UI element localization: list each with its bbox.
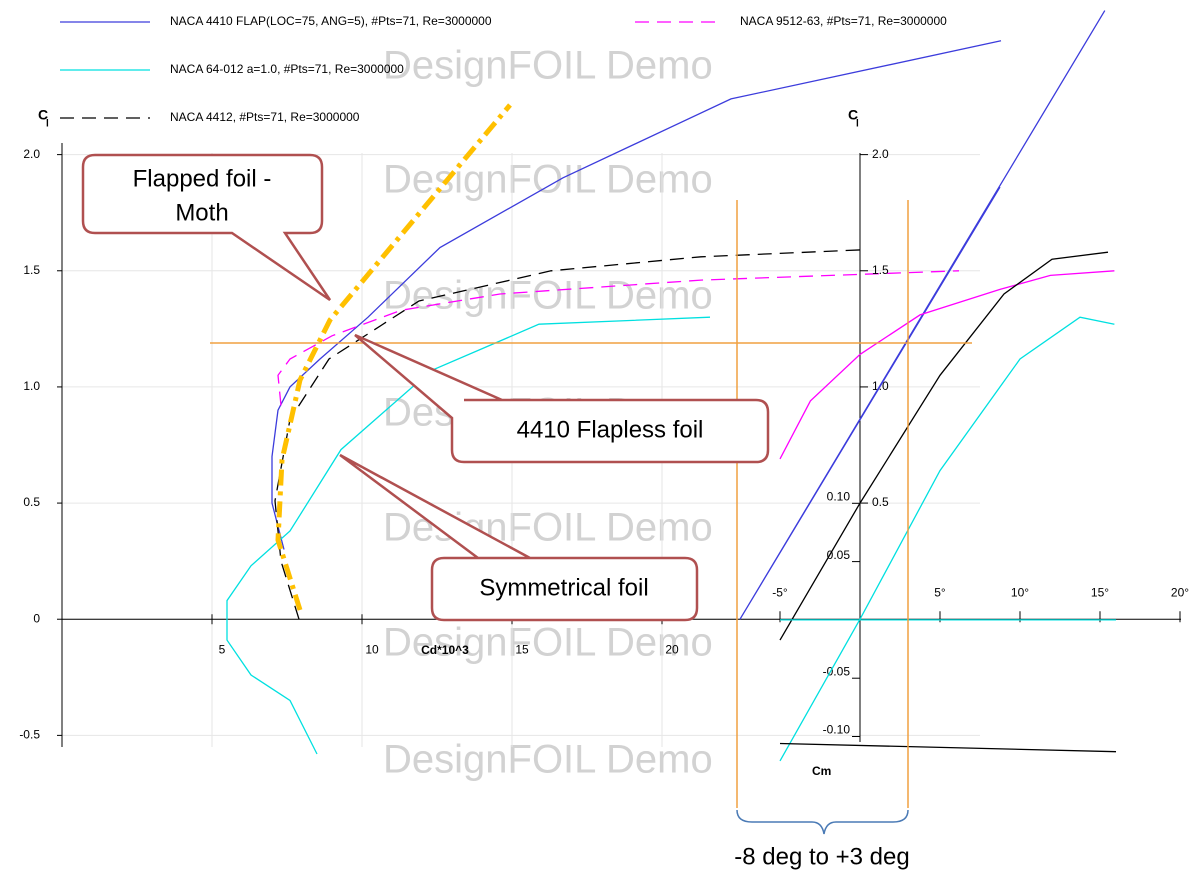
plot-area: -0.5 0 0.5 1.0 1.5 2.0 5 10 15 20 Cd*10^3 Cl NACA 44… bbox=[19, 10, 1189, 778]
callout-box bbox=[354, 333, 770, 464]
range-brace bbox=[736, 809, 909, 835]
y-tick-label: 2.0 bbox=[23, 147, 40, 161]
callout-box bbox=[339, 453, 699, 622]
y2-tick-label: -0.05 bbox=[823, 664, 851, 678]
watermark: DesignFOIL Demo bbox=[383, 274, 713, 318]
callout-text: Moth bbox=[175, 199, 228, 226]
x-tick-label: 10° bbox=[1011, 585, 1029, 599]
y2-tick-label: 0.10 bbox=[827, 489, 851, 503]
y-axis-label-sub: l bbox=[856, 119, 859, 130]
y-tick-label: 1.5 bbox=[872, 263, 889, 277]
y2-axis-label: Cm bbox=[812, 764, 831, 778]
callout-text: 4410 Flapless foil bbox=[517, 416, 704, 443]
x-tick-label: 5 bbox=[219, 642, 226, 656]
data-line bbox=[779, 742, 1117, 753]
data-line bbox=[274, 249, 861, 620]
y-tick-label: 1.0 bbox=[23, 379, 40, 393]
data-line bbox=[779, 251, 1109, 641]
x-tick-label: 20° bbox=[1171, 585, 1189, 599]
watermark: DesignFOIL Demo bbox=[383, 621, 713, 665]
data-line bbox=[779, 270, 1115, 460]
y-axis-label: C bbox=[38, 107, 48, 123]
data-line bbox=[277, 270, 960, 406]
watermark: DesignFOIL Demo bbox=[383, 44, 713, 88]
y-tick-label: 0 bbox=[33, 611, 40, 625]
x-axis-label: Cd*10^3 bbox=[421, 643, 469, 657]
annotations: Flapped foil - Moth 4410 Flapless foil S… bbox=[81, 103, 972, 870]
watermark: DesignFOIL Demo bbox=[383, 158, 713, 202]
x-tick-label: -5° bbox=[772, 585, 788, 599]
callout-box bbox=[81, 153, 332, 302]
x-tick-label: 5° bbox=[934, 585, 946, 599]
data-line bbox=[226, 316, 711, 755]
y-tick-label: 2.0 bbox=[872, 147, 889, 161]
legend-label: NACA 64-012 a=1.0, #Pts=71, Re=3000000 bbox=[170, 62, 404, 76]
watermark: DesignFOIL Demo bbox=[383, 738, 713, 782]
y-tick-label: 1.5 bbox=[23, 263, 40, 277]
range-label: -8 deg to +3 deg bbox=[734, 843, 909, 870]
legend-label: NACA 4410 FLAP(LOC=75, ANG=5), #Pts=71, … bbox=[170, 14, 492, 28]
y2-tick-label: -0.10 bbox=[823, 723, 851, 737]
y-tick-label: 0.5 bbox=[23, 495, 40, 509]
x-tick-label: 10 bbox=[365, 642, 379, 656]
legend-label: NACA 4412, #Pts=71, Re=3000000 bbox=[170, 110, 360, 124]
y-tick-label: -0.5 bbox=[19, 728, 40, 742]
callout-text: Flapped foil - bbox=[133, 165, 272, 192]
x-tick-label: 15 bbox=[515, 642, 529, 656]
highlight-curve bbox=[275, 103, 512, 611]
legend-label: NACA 9512-63, #Pts=71, Re=3000000 bbox=[740, 14, 947, 28]
callout-text: Symmetrical foil bbox=[479, 574, 648, 601]
x-tick-label: 20 bbox=[665, 642, 679, 656]
y-axis-label: C bbox=[848, 107, 858, 123]
data-line bbox=[779, 316, 1115, 762]
y-tick-label: 0.5 bbox=[872, 495, 889, 509]
y-axis-label-sub: l bbox=[46, 119, 49, 130]
data-line bbox=[271, 40, 1002, 550]
x-tick-label: 15° bbox=[1091, 585, 1109, 599]
data-line bbox=[739, 10, 1106, 620]
